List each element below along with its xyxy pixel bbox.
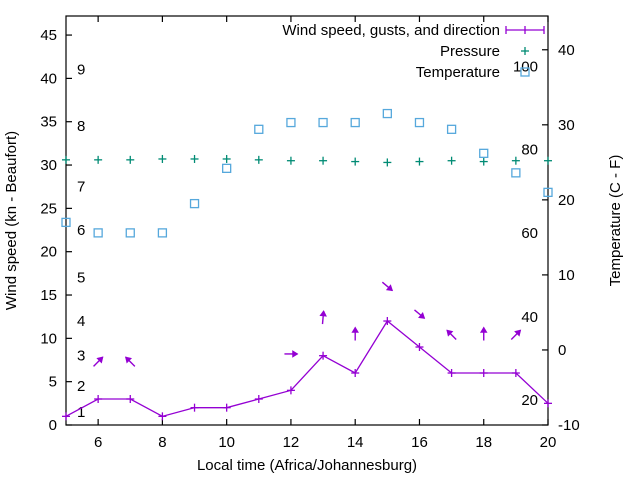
y-tick-label: 10: [40, 330, 57, 347]
temperature-marker: [350, 117, 360, 128]
y2-tick-label: 30: [558, 117, 575, 134]
fahrenheit-label: 100: [513, 58, 538, 75]
y-tick-label: 5: [49, 374, 57, 391]
legend-sample-temperature: [520, 67, 530, 77]
y2-tick-label: 40: [558, 42, 575, 59]
temperature-marker: [254, 124, 264, 134]
x-axis-title: Local time (Africa/Johannesburg): [197, 457, 417, 474]
fahrenheit-label: 60: [521, 225, 538, 242]
beaufort-label: 3: [77, 348, 85, 365]
temperature-marker: [125, 228, 135, 238]
temperature-marker: [382, 108, 392, 119]
x-tick-label: 14: [347, 434, 364, 451]
wind-direction-arrow: [93, 356, 104, 367]
temperature-marker: [543, 187, 553, 198]
wind-direction-arrow: [124, 356, 136, 367]
wind-direction-arrow: [446, 329, 457, 340]
temperature-marker: [93, 228, 103, 238]
y-tick-label: 45: [40, 27, 57, 44]
wind-direction-arrow: [284, 350, 299, 358]
wind-direction-arrow: [479, 326, 488, 341]
y2-tick-label: 10: [558, 267, 575, 284]
y-tick-label: 25: [40, 200, 57, 217]
fahrenheit-label: 40: [521, 309, 538, 326]
temperature-marker: [446, 124, 457, 134]
temperature-marker: [318, 117, 328, 128]
y2-tick-label: 0: [558, 342, 566, 359]
fahrenheit-label: 20: [521, 392, 538, 409]
legend-label-temperature: Temperature: [416, 64, 500, 81]
wind-direction-arrow: [351, 326, 359, 341]
wind-direction-arrow: [319, 310, 327, 325]
beaufort-label: 7: [77, 179, 85, 196]
temperature-marker: [189, 198, 200, 209]
legend-sample-wind: [505, 26, 545, 34]
temperature-marker: [286, 117, 296, 128]
x-tick-label: 6: [94, 434, 102, 451]
temperature-marker: [61, 217, 71, 228]
beaufort-label: 6: [77, 222, 85, 239]
x-tick-label: 10: [218, 434, 235, 451]
temperature-marker: [511, 168, 521, 178]
beaufort-label: 9: [77, 62, 85, 79]
wind-speed-line: [65, 320, 549, 418]
temperature-marker: [479, 148, 489, 158]
beaufort-label: 2: [77, 378, 85, 395]
y-tick-label: 20: [40, 244, 57, 261]
x-tick-label: 20: [540, 434, 557, 451]
x-tick-label: 18: [475, 434, 492, 451]
y2-axis-title: Temperature (C - F): [607, 155, 624, 287]
y-tick-label: 0: [49, 417, 57, 434]
fahrenheit-label: 80: [521, 142, 538, 159]
temperature-marker: [222, 163, 232, 173]
beaufort-label: 1: [77, 404, 85, 421]
x-tick-label: 16: [411, 434, 428, 451]
beaufort-label: 4: [77, 313, 85, 330]
wind-direction-arrow: [510, 329, 522, 340]
temperature-marker: [157, 228, 168, 238]
temperature-marker: [414, 117, 425, 128]
y2-tick-label: 20: [558, 192, 575, 209]
x-tick-label: 8: [158, 434, 166, 451]
y-tick-label: 35: [40, 114, 57, 131]
beaufort-label: 5: [77, 270, 85, 287]
y-axis-title: Wind speed (kn - Beaufort): [3, 131, 20, 310]
y-tick-label: 40: [40, 70, 57, 87]
y-tick-label: 30: [40, 157, 57, 174]
wind-direction-arrow: [381, 281, 394, 292]
y2-tick-label: -10: [558, 417, 580, 434]
plot-frame: [65, 15, 549, 426]
y-tick-label: 15: [40, 287, 57, 304]
legend-label-pressure: Pressure: [440, 43, 500, 60]
legend-label-wind: Wind speed, gusts, and direction: [282, 22, 500, 39]
x-tick-label: 12: [283, 434, 300, 451]
beaufort-label: 8: [77, 118, 85, 135]
wind-direction-arrow: [414, 309, 426, 319]
